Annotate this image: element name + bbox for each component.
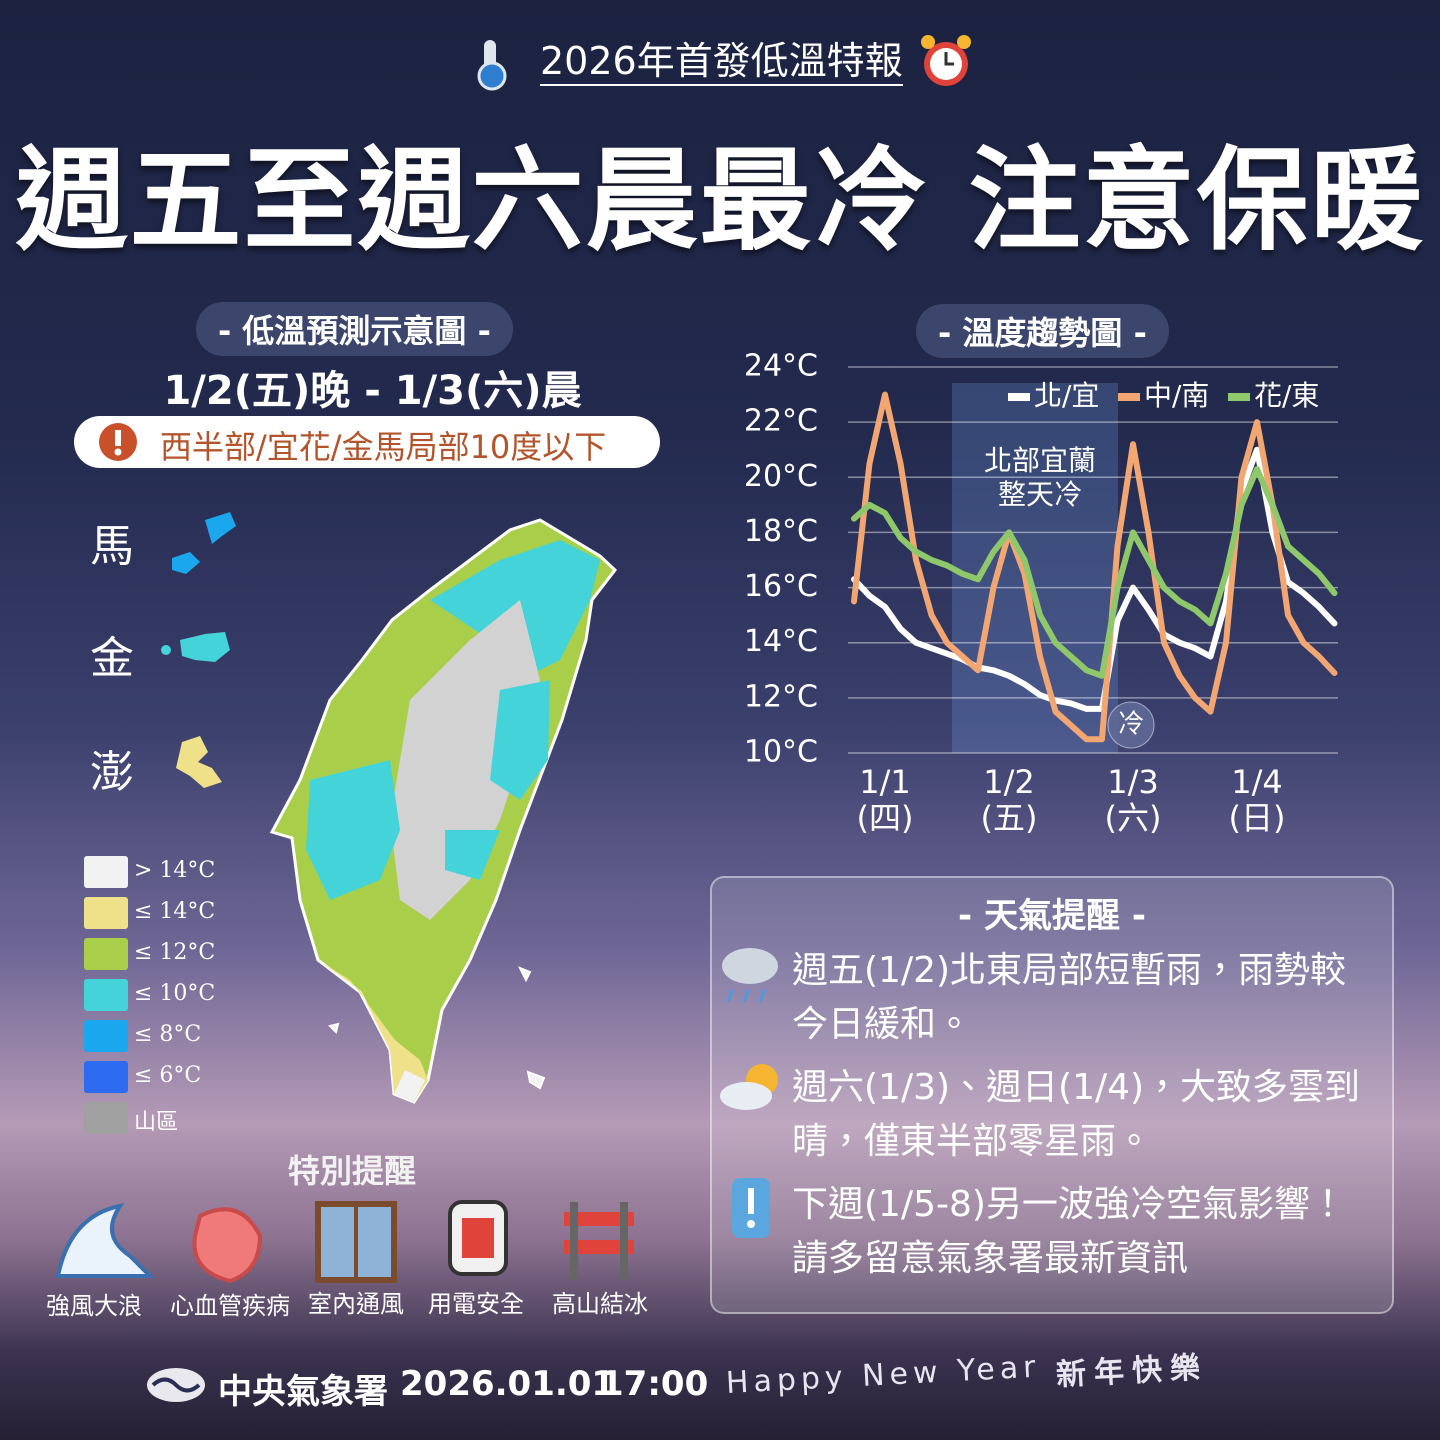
legend-swatch <box>1228 393 1250 401</box>
x-tick-label: 1/1 (四) <box>856 763 914 837</box>
y-tick-label: 16°C <box>744 569 818 604</box>
cold-marker <box>1107 701 1155 749</box>
legend-item: > 14°C <box>84 856 284 890</box>
tip-line: 下週(1/5-8)另一波強冷空氣影響！ <box>792 1184 1346 1225</box>
legend-item: ≤ 12°C <box>84 938 284 972</box>
legend-item: 山區 <box>84 1102 284 1136</box>
tips-title: - 天氣提醒 - <box>958 896 1146 936</box>
y-tick-label: 22°C <box>744 404 818 439</box>
tips-icons <box>720 948 778 1238</box>
tip: 下週(1/5-8)另一波強冷空氣影響！ 請多留意氣象署最新資訊 <box>792 1178 1346 1286</box>
y-tick-label: 12°C <box>744 679 818 714</box>
tip-line: 請多留意氣象署最新資訊 <box>792 1238 1189 1279</box>
legend-item: ≤ 8°C <box>84 1020 284 1054</box>
agency: 中央氣象署 <box>218 1372 388 1412</box>
island-label: 金 <box>90 633 134 684</box>
subtitle: 2026年首發低溫特報 <box>540 38 903 86</box>
greeting-zh: 新年快樂 <box>1055 1350 1209 1393</box>
date: 2026.01.01 <box>400 1364 616 1404</box>
legend-label: ≤ 12°C <box>134 940 216 965</box>
legend-swatch <box>84 1102 128 1134</box>
tip-line: 晴，僅東半部零星雨。 <box>792 1121 1153 1162</box>
chart-title: - 溫度趨勢圖 - <box>916 304 1169 358</box>
legend-item: ≤ 10°C <box>84 979 284 1013</box>
agency-logo <box>147 1368 205 1402</box>
tip-line: 週五(1/2)北東局部短暫雨，雨勢較 <box>792 950 1347 991</box>
legend-swatch <box>1118 393 1140 401</box>
island-label: 馬 <box>90 521 134 572</box>
legend-label: > 14°C <box>134 858 216 883</box>
legend-label: ≤ 8°C <box>134 1022 202 1047</box>
series-line <box>851 466 1338 679</box>
map-period: 1/2(五)晚 - 1/3(六)晨 <box>163 368 582 414</box>
reminder-item: 心血管疾病 <box>170 1292 290 1320</box>
taiwan-map <box>161 512 618 1104</box>
annotation: 整天冷 <box>998 478 1082 511</box>
legend-label: ≤ 10°C <box>134 981 216 1006</box>
tip: 週五(1/2)北東局部短暫雨，雨勢較 今日緩和。 <box>792 944 1346 1052</box>
tip-line: 今日緩和。 <box>792 1004 973 1045</box>
legend-item: ≤ 14°C <box>84 897 284 931</box>
legend-item: ≤ 6°C <box>84 1061 284 1095</box>
series-line <box>851 446 1338 712</box>
main-title: 週五至週六晨最冷 注意保暖 <box>15 136 1425 266</box>
warning-banner: 西半部/宜花/金馬局部10度以下 <box>74 416 660 468</box>
annotation: 冷 <box>1118 710 1144 740</box>
reminder-item: 高山結冰 <box>552 1290 648 1318</box>
legend-label: 中/南 <box>1144 379 1209 412</box>
legend-swatch <box>1008 393 1030 401</box>
tip-line: 週六(1/3)、週日(1/4)，大致多雲到 <box>792 1067 1361 1108</box>
time: 17:00 <box>600 1364 709 1404</box>
series-line <box>851 391 1338 743</box>
map-title: - 低溫預測示意圖 - <box>196 302 513 356</box>
legend-label: ≤ 6°C <box>134 1063 202 1088</box>
reminders-title: 特別提醒 <box>288 1152 417 1190</box>
annotation: 北部宜蘭 <box>984 444 1096 477</box>
legend-label: 山區 <box>134 1110 179 1135</box>
tip: 週六(1/3)、週日(1/4)，大致多雲到 晴，僅東半部零星雨。 <box>792 1061 1360 1169</box>
reminder-item: 室內通風 <box>308 1290 404 1318</box>
x-tick-label: 1/2 (五) <box>980 763 1038 837</box>
legend-swatch <box>84 979 128 1011</box>
reminder-item: 用電安全 <box>428 1290 524 1318</box>
line-chart: 北部宜蘭 整天冷 10°C 12°C 14°C 16°C 18°C 20°C 22°C 24°… <box>744 349 1338 770</box>
legend-swatch <box>84 1020 128 1052</box>
legend-label: 北/宜 <box>1034 379 1099 412</box>
legend-swatch <box>84 1061 128 1093</box>
x-tick-label: 1/3 (六) <box>1104 763 1162 837</box>
greeting: Happy New Year <box>725 1349 1042 1401</box>
island-label: 澎 <box>90 747 134 798</box>
alarm-icon <box>921 35 971 86</box>
legend-swatch <box>84 938 128 970</box>
y-tick-label: 24°C <box>744 349 818 384</box>
legend-label: 花/東 <box>1254 379 1319 412</box>
y-tick-label: 14°C <box>744 624 818 659</box>
thermometer-icon <box>477 40 507 91</box>
x-tick-label: 1/4 (日) <box>1228 763 1286 837</box>
reminder-icons <box>55 1200 634 1284</box>
legend-swatch <box>84 897 128 929</box>
tips-box <box>710 876 1394 1314</box>
legend-label: ≤ 14°C <box>134 899 216 924</box>
legend-swatch <box>84 856 128 888</box>
warning-text: 西半部/宜花/金馬局部10度以下 <box>160 428 607 466</box>
y-tick-label: 20°C <box>744 459 818 494</box>
y-tick-label: 10°C <box>744 735 818 770</box>
warning-icon <box>99 423 137 461</box>
y-tick-label: 18°C <box>744 514 818 549</box>
reminder-item: 強風大浪 <box>46 1292 142 1320</box>
